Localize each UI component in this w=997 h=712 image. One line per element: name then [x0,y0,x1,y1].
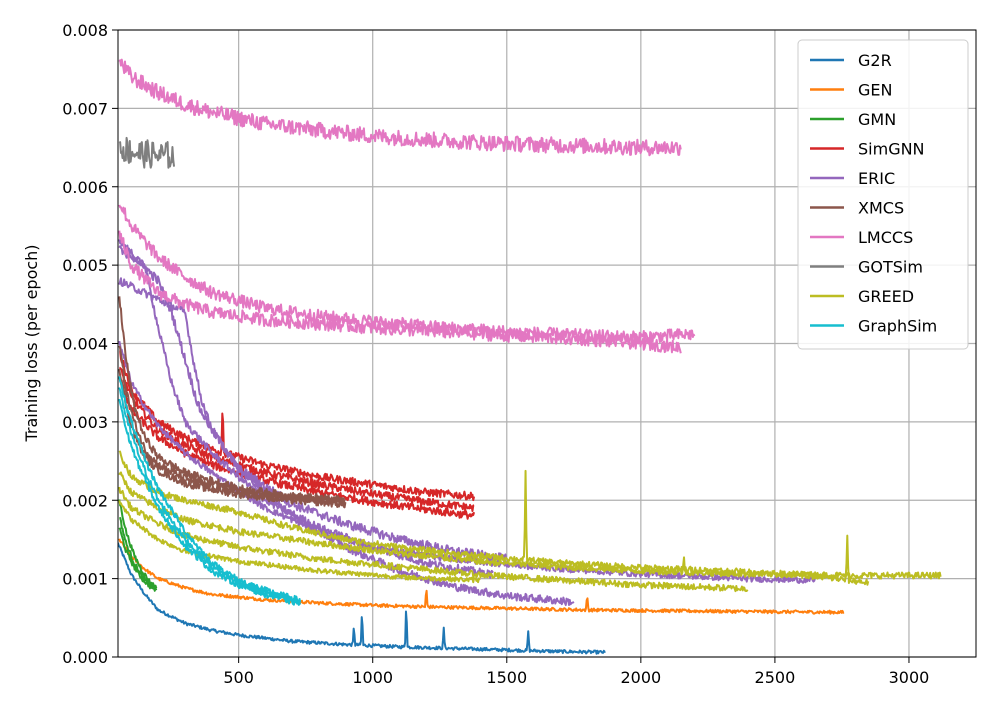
series-xmcs [118,296,347,509]
legend-box [797,39,969,350]
legend-label-gmn: GMN [858,110,896,129]
x-tick-label: 2500 [755,668,796,687]
y-axis: 0.000 0.001 0.002 0.003 0.004 0.005 0.006 0.007… [62,21,118,667]
legend-label-g2r: G2R [858,51,892,70]
series-line-eric [118,277,575,607]
y-tick-label: 0.007 [62,99,108,118]
series-g2r [118,542,606,655]
legend: G2R GEN GMN SimGNN ERIC XMCS LMCCS GOTSim GREED G… [797,39,969,350]
series-line-gotsim [118,136,176,169]
y-tick-label: 0.005 [62,256,108,275]
series-line-lmccs [118,230,682,354]
series-line-simgnn [119,350,476,502]
y-tick-label: 0.000 [62,648,108,667]
series-line-greed [118,500,481,584]
series-line-graphsim [118,376,301,604]
x-axis: 500 1000 1500 2000 2500 3000 [223,657,929,687]
y-tick-label: 0.008 [62,21,108,40]
series-eric [118,237,817,607]
legend-label-xmcs: XMCS [858,199,904,218]
legend-label-eric: ERIC [858,169,895,188]
y-tick-label: 0.006 [62,178,108,197]
series-line-eric [118,237,508,564]
series-gotsim [118,136,176,169]
x-tick-label: 3000 [889,668,930,687]
y-tick-label: 0.001 [62,570,108,589]
x-tick-label: 2000 [620,668,661,687]
x-tick-label: 1500 [486,668,527,687]
series-line-simgnn [118,366,475,513]
series-lmccs [118,58,696,354]
legend-label-lmccs: LMCCS [858,228,913,247]
legend-label-greed: GREED [858,287,914,306]
series-gen [118,538,845,615]
legend-label-gen: GEN [858,81,892,100]
series-graphsim [118,376,302,606]
legend-label-gotsim: GOTSim [858,258,923,277]
series-gmn [118,499,158,592]
legend-label-graphsim: GraphSim [858,317,937,336]
plot-area [118,58,942,655]
series-line-graphsim [118,398,302,606]
legend-label-simgnn: SimGNN [858,140,925,159]
series-line-gmn [118,527,158,592]
series-line-g2r [118,542,606,655]
x-tick-label: 500 [223,668,254,687]
series-line-gen [118,538,845,615]
series-simgnn [118,350,476,520]
series-line-greed [118,471,942,580]
series-greed [118,450,942,593]
y-axis-title: Training loss (per epoch) [22,244,41,442]
y-tick-label: 0.004 [62,335,108,354]
x-tick-label: 1000 [352,668,393,687]
series-line-simgnn [118,377,476,520]
y-tick-label: 0.003 [62,413,108,432]
series-line-lmccs [118,58,682,157]
y-tick-label: 0.002 [62,491,108,510]
series-line-xmcs [118,368,347,509]
series-layer [118,58,942,655]
series-line-gmn [118,499,158,589]
series-line-greed [118,486,749,593]
